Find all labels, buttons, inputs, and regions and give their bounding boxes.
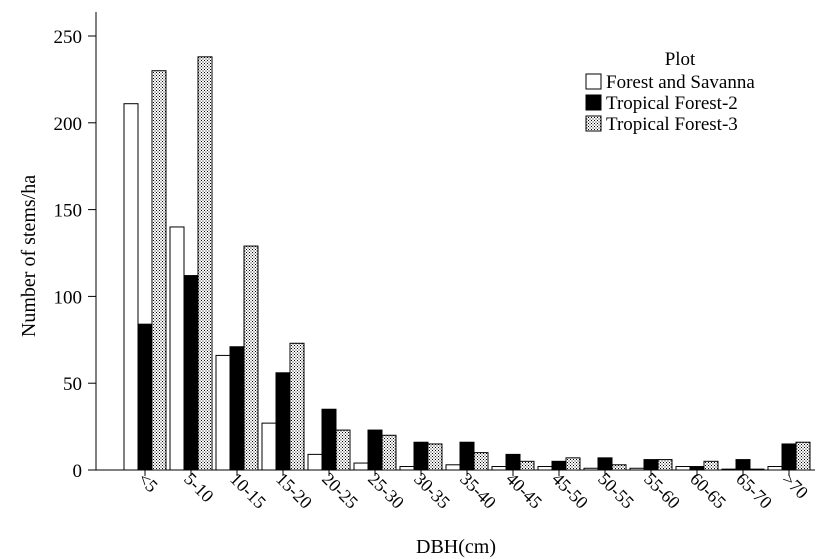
y-tick-label: 0	[73, 461, 83, 482]
x-tick-label: 60-65	[686, 469, 730, 513]
x-tick-label: 50-55	[594, 469, 638, 513]
bar	[781, 443, 797, 471]
bar	[721, 468, 737, 471]
bar	[229, 346, 245, 471]
x-tick-label: 5-10	[180, 469, 217, 506]
bar	[657, 459, 673, 471]
y-tick-label: 200	[54, 114, 83, 135]
legend-swatch	[585, 94, 602, 111]
bar	[335, 429, 351, 471]
x-tick-label: 30-35	[410, 469, 454, 513]
bar	[215, 354, 231, 471]
bar	[703, 460, 719, 471]
bar	[197, 56, 213, 471]
bar	[767, 466, 783, 471]
bar	[583, 467, 599, 471]
bar	[307, 453, 323, 471]
bar	[261, 422, 277, 471]
bar	[749, 468, 765, 471]
x-tick-label: 65-70	[732, 469, 776, 513]
bar	[243, 245, 259, 471]
y-tick-label: 50	[63, 374, 82, 395]
bar	[367, 429, 383, 471]
x-tick-label: 20-25	[318, 469, 362, 513]
bar	[169, 226, 185, 471]
bar	[735, 459, 751, 471]
y-axis-title: Number of stems/ha	[18, 175, 40, 337]
bar	[137, 323, 153, 471]
bar	[399, 466, 415, 471]
bar	[353, 462, 369, 471]
bar	[151, 70, 167, 471]
legend-label: Forest and Savanna	[606, 72, 755, 93]
x-tick-label: 10-15	[226, 469, 270, 513]
bar	[643, 459, 659, 471]
legend-swatch	[585, 73, 602, 90]
bar	[551, 460, 567, 471]
x-tick-label: 25-30	[364, 469, 408, 513]
bar	[537, 466, 553, 471]
bar	[275, 372, 291, 471]
bar	[381, 434, 397, 471]
y-ticks: 0 50 100 150 200 250	[54, 27, 96, 482]
bar	[491, 466, 507, 471]
bar	[505, 453, 521, 471]
bar	[123, 103, 139, 471]
y-tick-label: 100	[54, 287, 83, 308]
bar	[597, 457, 613, 471]
bar	[459, 441, 475, 471]
x-tick-label: 35-40	[456, 469, 500, 513]
bar	[565, 457, 581, 471]
x-axis-title: DBH(cm)	[416, 536, 496, 558]
legend-swatch	[585, 115, 602, 132]
x-tick-label: 15-20	[272, 469, 316, 513]
y-tick-label: 250	[54, 27, 83, 48]
x-tick-label: >70	[778, 469, 812, 503]
legend-label: Tropical Forest-3	[606, 114, 738, 135]
x-ticks: <5 5-10 10-15 15-20 20-25 25-30 30-35 35-40 40-4…	[134, 469, 812, 513]
bar	[289, 342, 305, 471]
x-tick-label: 45-50	[548, 469, 592, 513]
x-tick-label: 40-45	[502, 469, 546, 513]
bar	[321, 408, 337, 471]
bar	[519, 460, 535, 471]
bar	[629, 467, 645, 471]
legend-title: Plot	[665, 49, 696, 70]
bar	[413, 441, 429, 471]
bar	[611, 464, 627, 471]
legend-label: Tropical Forest-2	[606, 93, 738, 114]
y-tick-label: 150	[54, 201, 83, 222]
bar	[427, 443, 443, 471]
bar	[795, 441, 811, 471]
bar	[445, 464, 461, 471]
bar	[473, 452, 489, 471]
x-tick-label: 55-60	[640, 469, 684, 513]
bar	[675, 466, 691, 471]
bar	[183, 275, 199, 471]
x-tick-label: <5	[134, 469, 162, 497]
